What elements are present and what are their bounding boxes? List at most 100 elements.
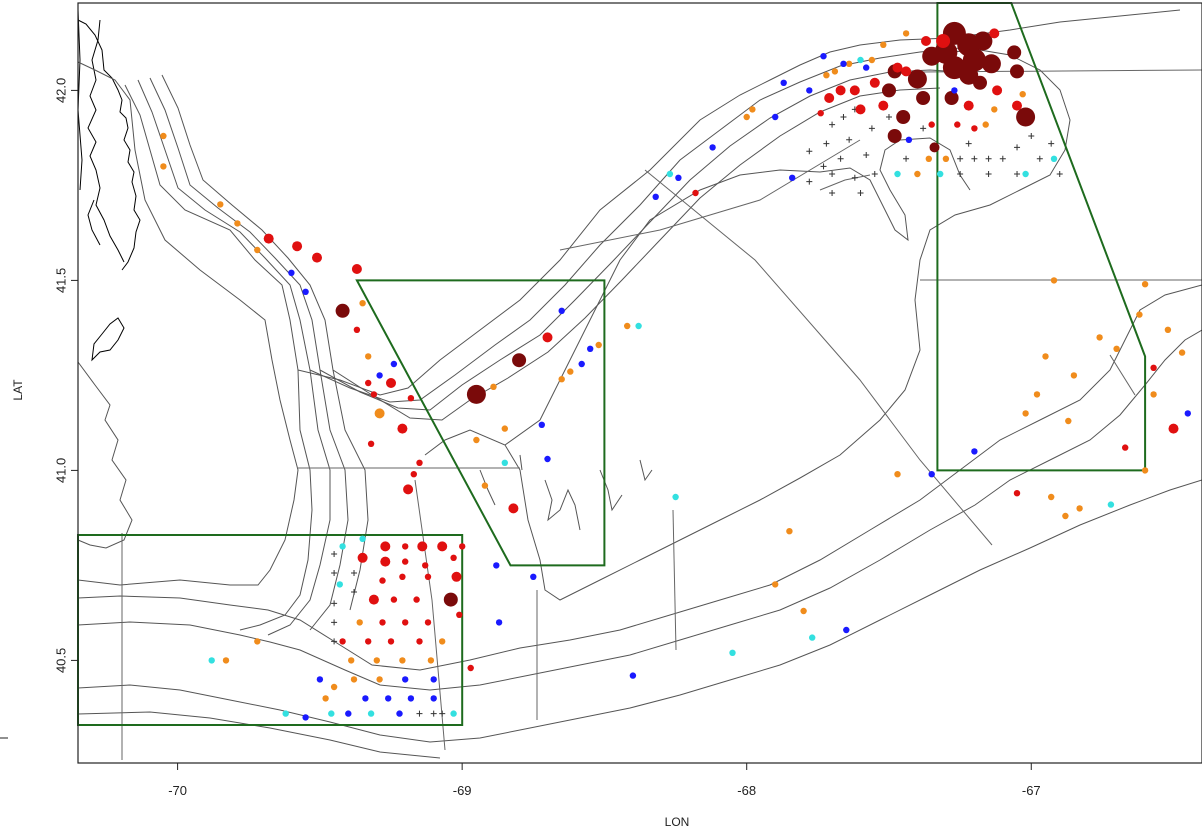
catch-point: [709, 144, 716, 151]
catch-point: [339, 543, 346, 550]
no-catch-cross: [331, 551, 338, 557]
catch-point: [413, 596, 420, 603]
catch-point: [1096, 334, 1103, 341]
catch-point: [973, 75, 987, 90]
no-catch-cross: [985, 171, 992, 177]
no-catch-cross: [1014, 144, 1021, 151]
catch-point: [982, 121, 989, 128]
coastline-south-shore: [77, 361, 133, 549]
catch-point: [928, 471, 935, 478]
catch-point: [887, 129, 902, 143]
catch-point: [430, 676, 437, 683]
plot-border: [77, 2, 1202, 764]
y-tick-label: 41.0: [53, 458, 68, 483]
catch-point: [824, 93, 835, 103]
catch-point: [936, 34, 951, 48]
catch-point: [971, 448, 978, 455]
catch-points: [160, 21, 1192, 721]
catch-point: [254, 638, 261, 645]
depth-contour-canyons: [479, 454, 653, 531]
catch-point: [1033, 391, 1041, 398]
catch-point: [322, 695, 329, 702]
no-catch-cross: [885, 114, 892, 120]
catch-point: [356, 619, 363, 626]
catch-point: [916, 91, 931, 105]
catch-point: [402, 619, 409, 626]
catch-point: [367, 440, 375, 447]
no-catch-markers: [331, 106, 1063, 717]
stat-boundary-3: [414, 479, 446, 751]
catch-point: [1010, 64, 1024, 79]
catch-point: [882, 83, 896, 98]
catch-point: [538, 421, 545, 428]
no-catch-cross: [1036, 155, 1043, 162]
catch-point: [380, 541, 391, 552]
catch-point: [530, 573, 537, 580]
catch-point: [368, 594, 379, 605]
depth-contour-south-3: [77, 479, 1202, 743]
catch-point: [894, 170, 901, 178]
catch-point: [348, 657, 355, 664]
catch-point: [234, 220, 241, 227]
catch-point: [992, 85, 1003, 96]
no-catch-cross: [863, 152, 870, 158]
y-tick-label: 41.5: [53, 268, 68, 293]
catch-point: [1062, 512, 1069, 520]
catch-point: [466, 384, 486, 404]
catch-point: [312, 252, 322, 263]
no-catch-cross: [857, 190, 864, 196]
catch-point: [359, 535, 366, 542]
catch-point: [937, 170, 944, 178]
no-catch-cross: [331, 600, 338, 607]
catch-point: [1164, 326, 1172, 333]
no-catch-cross: [1028, 133, 1035, 139]
statistical-area-boundaries: [121, 69, 1202, 760]
catch-point: [379, 619, 386, 626]
catch-point: [208, 657, 215, 664]
catch-point: [971, 125, 978, 132]
catch-point: [942, 155, 950, 162]
catch-point: [403, 484, 414, 495]
catch-point: [508, 503, 519, 514]
no-catch-cross: [829, 190, 836, 196]
catch-point: [749, 106, 756, 113]
catch-point: [878, 100, 889, 111]
no-catch-cross: [903, 155, 910, 162]
no-catch-cross: [957, 155, 964, 162]
catch-point: [1070, 372, 1078, 379]
catch-point: [473, 436, 480, 444]
catch-point: [1042, 353, 1049, 360]
catch-point: [672, 493, 679, 501]
catch-point: [578, 360, 585, 368]
no-catch-cross: [999, 155, 1006, 162]
catch-point: [652, 193, 659, 200]
catch-point: [558, 376, 565, 383]
coastline-layer: [77, 9, 141, 549]
catch-point: [512, 353, 527, 368]
catch-point: [1022, 170, 1029, 178]
catch-point: [160, 163, 167, 170]
catch-point: [907, 69, 927, 89]
catch-point: [624, 322, 631, 330]
catch-point: [1136, 311, 1143, 318]
catch-point: [1107, 501, 1115, 508]
catch-point: [459, 543, 466, 550]
catch-point: [959, 65, 979, 85]
catch-point: [1048, 493, 1055, 501]
no-catch-cross: [416, 710, 423, 717]
catch-point: [450, 710, 457, 717]
catch-point: [365, 638, 372, 645]
catch-point: [357, 552, 368, 563]
catch-point: [743, 113, 750, 121]
catch-point: [1076, 505, 1083, 512]
catch-point: [353, 326, 361, 333]
catch-point: [407, 695, 415, 702]
catch-point: [786, 528, 793, 535]
catch-point: [336, 581, 343, 588]
catch-point: [1050, 277, 1058, 284]
catch-point: [963, 100, 974, 111]
no-catch-cross: [920, 125, 927, 132]
catch-point: [397, 423, 408, 434]
catch-point: [675, 174, 682, 181]
catch-point: [951, 87, 958, 94]
